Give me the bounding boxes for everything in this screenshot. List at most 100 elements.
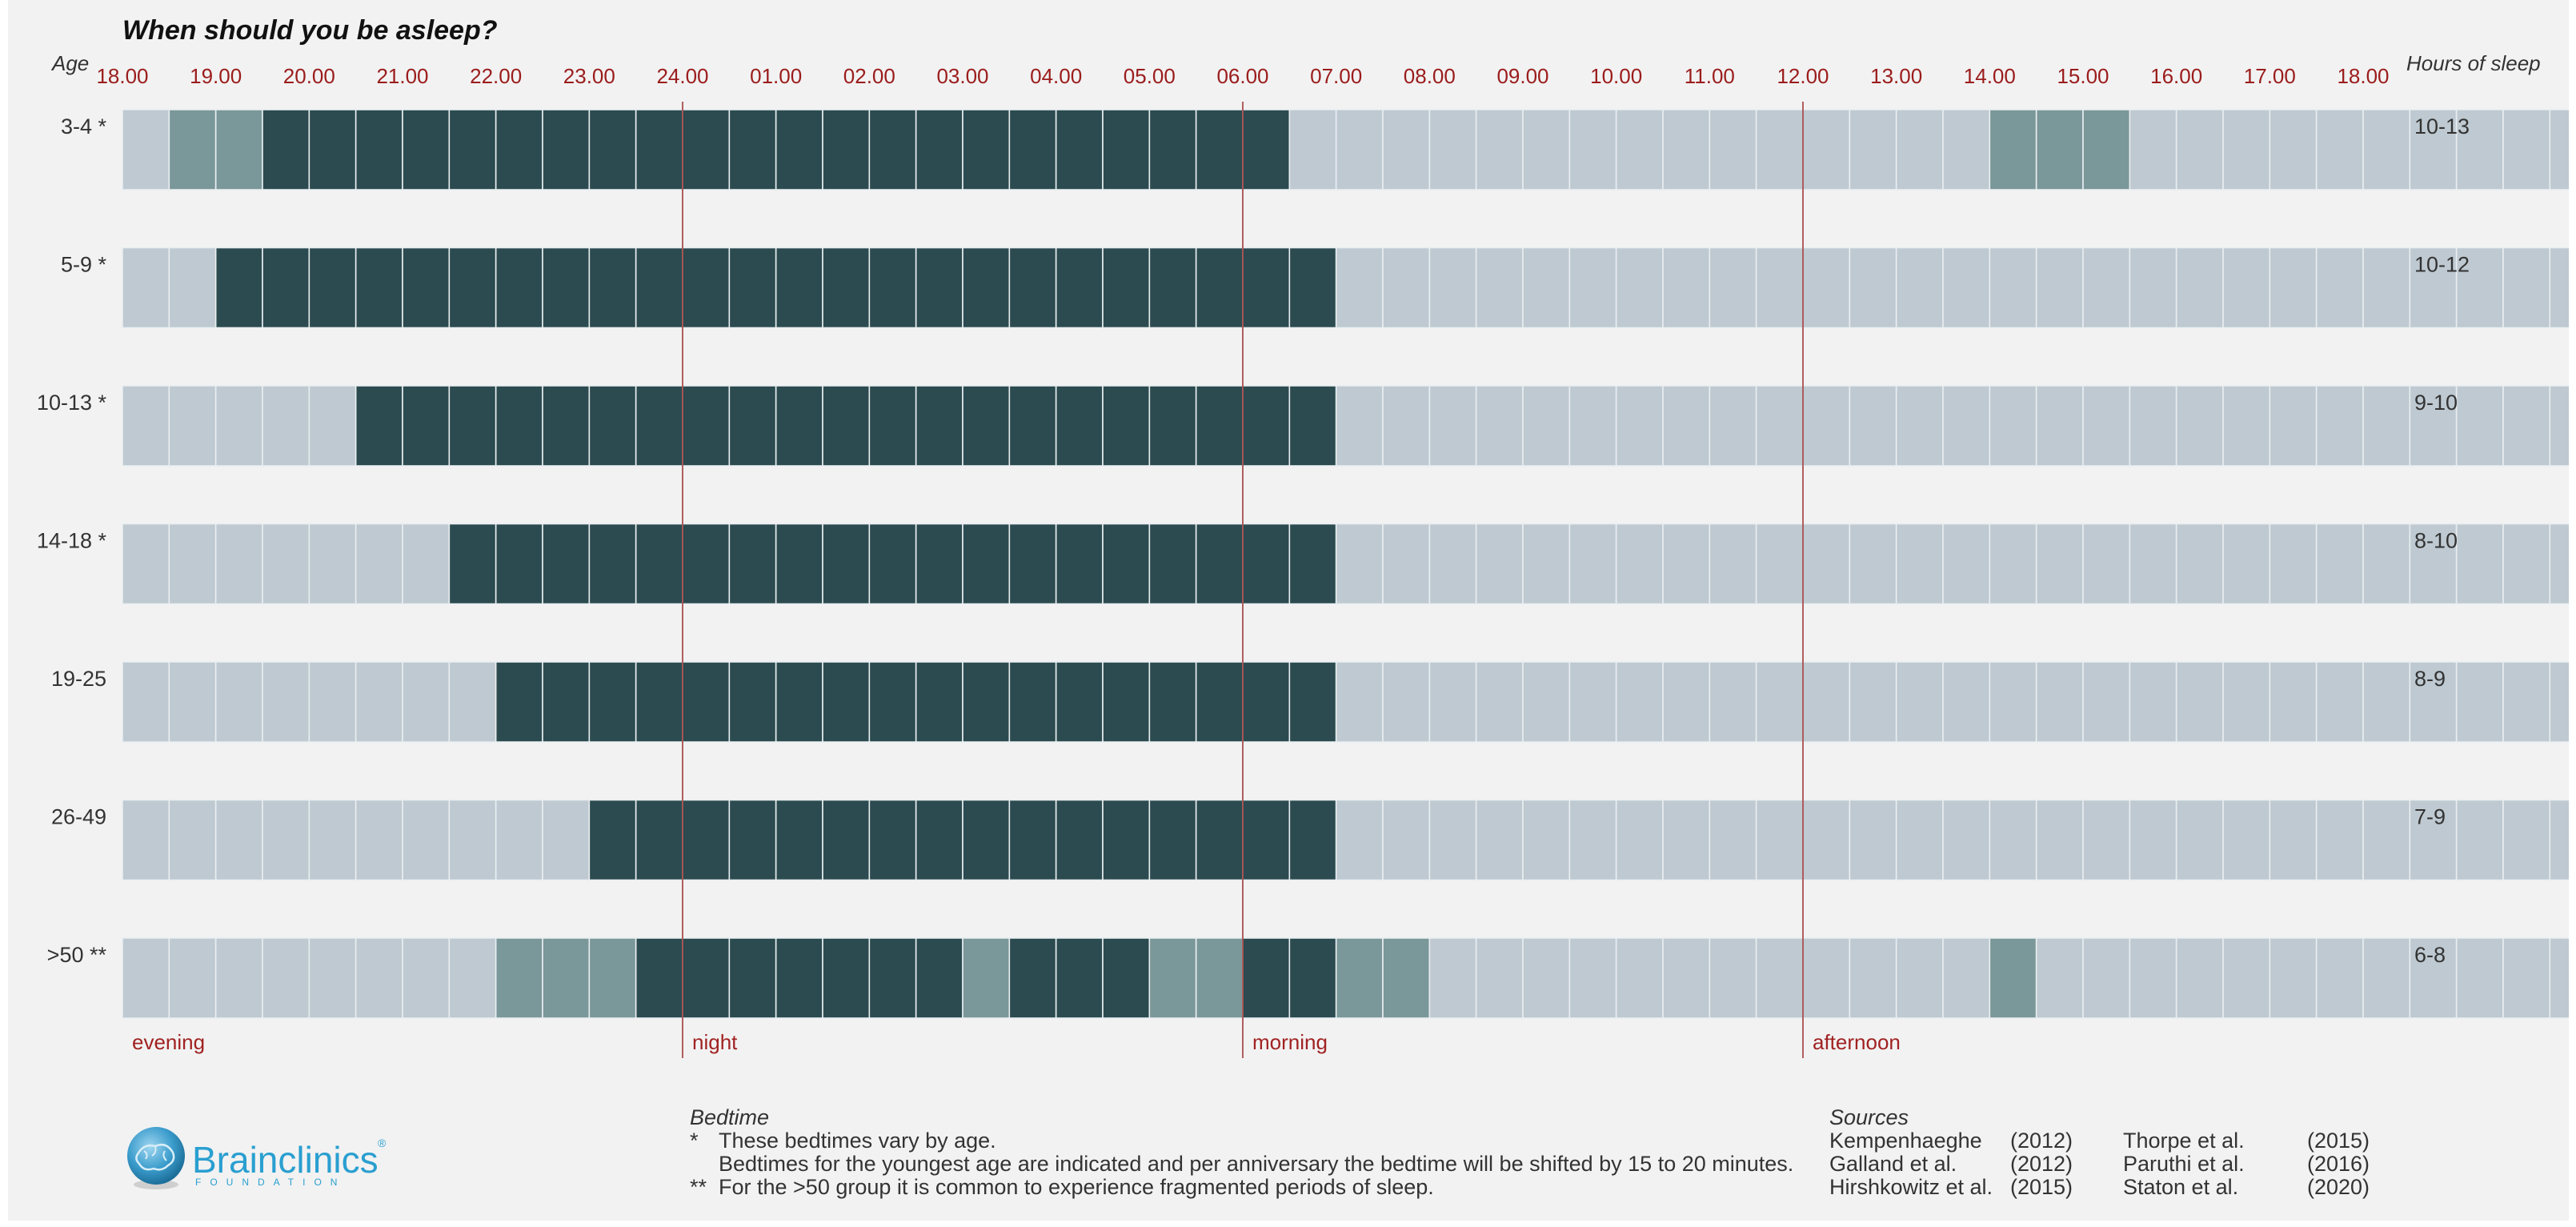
sleep-cell bbox=[1709, 247, 1757, 329]
sleep-cell bbox=[1802, 109, 1851, 190]
x-tick-label: 10.00 bbox=[1590, 64, 1642, 88]
logo-name: Brainclinics bbox=[192, 1139, 379, 1181]
sleep-cell bbox=[915, 247, 963, 329]
sleep-cell bbox=[2362, 385, 2411, 467]
sleep-cell bbox=[2549, 799, 2569, 881]
sleep-cell bbox=[1849, 385, 1897, 467]
sleep-cell bbox=[402, 247, 451, 329]
sleep-cell bbox=[588, 799, 637, 881]
sleep-cell bbox=[355, 247, 403, 329]
sleep-cell bbox=[1428, 799, 1477, 881]
sleep-cell bbox=[1662, 109, 1711, 190]
sleep-cell bbox=[1989, 385, 2037, 467]
sleep-cell bbox=[1102, 661, 1151, 743]
sleep-cell bbox=[2362, 799, 2411, 881]
sleep-cell bbox=[122, 937, 170, 1019]
source-year: (2020) bbox=[2307, 1175, 2370, 1199]
sleep-cell bbox=[402, 661, 451, 743]
sleep-cell bbox=[402, 799, 451, 881]
sleep-cell bbox=[308, 385, 357, 467]
hours-label: 8-10 bbox=[2414, 529, 2458, 553]
sleep-cell bbox=[262, 247, 310, 329]
sleep-cell bbox=[588, 109, 637, 190]
hours-label: 10-12 bbox=[2414, 253, 2470, 277]
x-tick-label: 04.00 bbox=[1030, 64, 1082, 88]
sleep-cell bbox=[2455, 799, 2504, 881]
sleep-cell bbox=[308, 937, 357, 1019]
sleep-cell bbox=[1008, 385, 1057, 467]
sleep-cell bbox=[1195, 109, 1244, 190]
sleep-cell bbox=[308, 799, 357, 881]
chart-title: When should you be asleep? bbox=[122, 15, 498, 46]
sleep-cell bbox=[822, 109, 871, 190]
age-row: 26-49 7-9 bbox=[51, 799, 2569, 881]
sleep-cell bbox=[308, 523, 357, 605]
sleep-cell bbox=[1195, 661, 1244, 743]
sleep-cell bbox=[682, 247, 731, 329]
sleep-cell bbox=[1148, 937, 1197, 1019]
sleep-cell bbox=[2362, 937, 2411, 1019]
sleep-cell bbox=[1522, 937, 1571, 1019]
sleep-cell bbox=[1288, 661, 1337, 743]
sleep-cell bbox=[1335, 661, 1384, 743]
sleep-cell bbox=[214, 523, 263, 605]
sleep-cell bbox=[1522, 523, 1571, 605]
sleep-cell bbox=[355, 799, 403, 881]
hours-label: 9-10 bbox=[2414, 391, 2458, 415]
source-author: Kempenhaeghe bbox=[1829, 1129, 1982, 1153]
sleep-cell bbox=[1895, 109, 1944, 190]
sleep-cell bbox=[402, 385, 451, 467]
sleep-cell bbox=[355, 523, 403, 605]
x-tick-label: 18.00 bbox=[2337, 64, 2389, 88]
source-year: (2016) bbox=[2307, 1152, 2370, 1176]
sleep-cell bbox=[2362, 523, 2411, 605]
sleep-cell bbox=[1755, 385, 1804, 467]
sleep-cell bbox=[635, 247, 683, 329]
sleep-cell bbox=[1942, 661, 1991, 743]
sleep-cell bbox=[1008, 799, 1057, 881]
sleep-cell bbox=[214, 109, 263, 190]
sleep-cell bbox=[1242, 385, 1291, 467]
sleep-cell bbox=[1615, 523, 1664, 605]
age-label: >50 ** bbox=[47, 943, 107, 967]
sleep-cell bbox=[1008, 247, 1057, 329]
sleep-cell bbox=[1242, 661, 1291, 743]
sleep-cell bbox=[2175, 937, 2224, 1019]
sleep-cell bbox=[2455, 937, 2504, 1019]
sleep-cell bbox=[1475, 385, 1524, 467]
sleep-cell bbox=[1242, 523, 1291, 605]
sleep-cell bbox=[2222, 109, 2271, 190]
sleep-cell bbox=[635, 385, 683, 467]
sleep-cell bbox=[1802, 661, 1851, 743]
sleep-cell bbox=[1475, 109, 1524, 190]
sleep-cell bbox=[2409, 385, 2458, 467]
sleep-cell bbox=[2269, 799, 2318, 881]
sleep-cell bbox=[1102, 937, 1151, 1019]
sleep-cell bbox=[1802, 937, 1851, 1019]
x-tick-label: 22.00 bbox=[470, 64, 522, 88]
sleep-cell bbox=[2035, 385, 2084, 467]
sleep-cell bbox=[542, 109, 591, 190]
sleep-cell bbox=[1568, 109, 1617, 190]
sleep-cell bbox=[2549, 661, 2569, 743]
sources-title: Sources bbox=[1829, 1105, 1909, 1129]
sleep-cell bbox=[355, 109, 403, 190]
sleep-cell bbox=[1288, 523, 1337, 605]
sleep-cell bbox=[262, 937, 310, 1019]
sleep-cell bbox=[1242, 247, 1291, 329]
sleep-cell bbox=[1242, 937, 1291, 1019]
sleep-cell bbox=[1802, 799, 1851, 881]
sleep-cell bbox=[682, 523, 731, 605]
sleep-cell bbox=[1522, 799, 1571, 881]
sleep-cell bbox=[1428, 385, 1477, 467]
sleep-cell bbox=[1428, 247, 1477, 329]
sleep-cell bbox=[635, 661, 683, 743]
sleep-cell bbox=[775, 799, 823, 881]
sleep-cell bbox=[1849, 661, 1897, 743]
sleep-cell bbox=[2315, 661, 2364, 743]
x-tick-label: 18.00 bbox=[96, 64, 148, 88]
sleep-cell bbox=[962, 523, 1011, 605]
sleep-cell bbox=[1382, 523, 1431, 605]
sleep-cell bbox=[214, 661, 263, 743]
sleep-cell bbox=[2549, 247, 2569, 329]
